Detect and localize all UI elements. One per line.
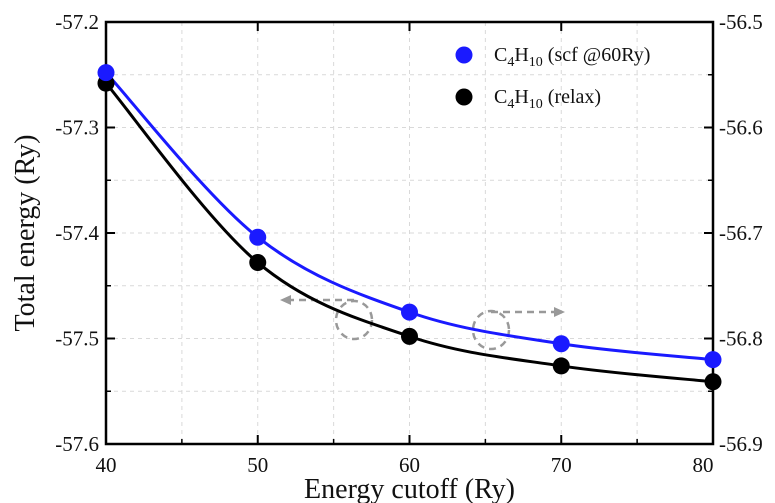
series-2-point	[552, 357, 570, 375]
legend-label-2: C4H10 (relax)	[494, 86, 601, 112]
y-tick-label: -57.4	[55, 221, 99, 245]
series-1-point	[249, 228, 267, 246]
y2-tick-label: -56.8	[719, 327, 763, 351]
axis-ticks: 40 50 60 70 80 -57.2 -57.3 -57.4 -57.5 -57.6 -56.5…	[55, 10, 763, 477]
x-tick-label: 70	[551, 453, 572, 477]
y-tick-label: -57.5	[55, 327, 99, 351]
series-line-2	[104, 82, 714, 384]
series-1-point	[401, 303, 418, 321]
legend-marker-1	[455, 46, 473, 64]
left-axis-indicator-circle	[334, 299, 374, 341]
y2-tick-label: -56.5	[719, 10, 763, 34]
series-1-point	[552, 335, 570, 353]
legend-label-1: C4H10 (scf @60Ry)	[494, 44, 650, 70]
x-tick-label: 80	[693, 453, 714, 477]
series-2-point	[704, 373, 722, 391]
y2-tick-label: -56.6	[719, 116, 763, 140]
left-axis-indicator-arrowhead	[280, 295, 291, 305]
y-axis-title: Total energy (Ry)	[10, 134, 41, 331]
y-tick-label: -57.2	[55, 10, 99, 34]
legend-marker-2	[455, 88, 473, 106]
legend: C4H10 (scf @60Ry) C4H10 (relax)	[455, 44, 650, 112]
series-1-point	[704, 351, 722, 369]
series-1-point	[97, 64, 115, 82]
y-tick-label: -57.3	[55, 116, 99, 140]
x-axis-title: Energy cutoff (Ry)	[304, 474, 515, 503]
y-tick-label: -57.6	[55, 432, 99, 456]
x-tick-label: 60	[399, 453, 420, 477]
y2-tick-label: -56.9	[719, 432, 763, 456]
y2-tick-label: -56.7	[719, 221, 763, 245]
x-tick-label: 50	[247, 453, 268, 477]
series-2-point	[249, 254, 267, 272]
axis-indicators	[280, 295, 565, 351]
series-line-1	[104, 71, 714, 362]
grid	[106, 22, 713, 444]
data-series	[97, 64, 722, 391]
right-axis-indicator-arrowhead	[554, 307, 565, 317]
series-2-point	[401, 327, 418, 345]
x-tick-label: 40	[96, 453, 117, 477]
